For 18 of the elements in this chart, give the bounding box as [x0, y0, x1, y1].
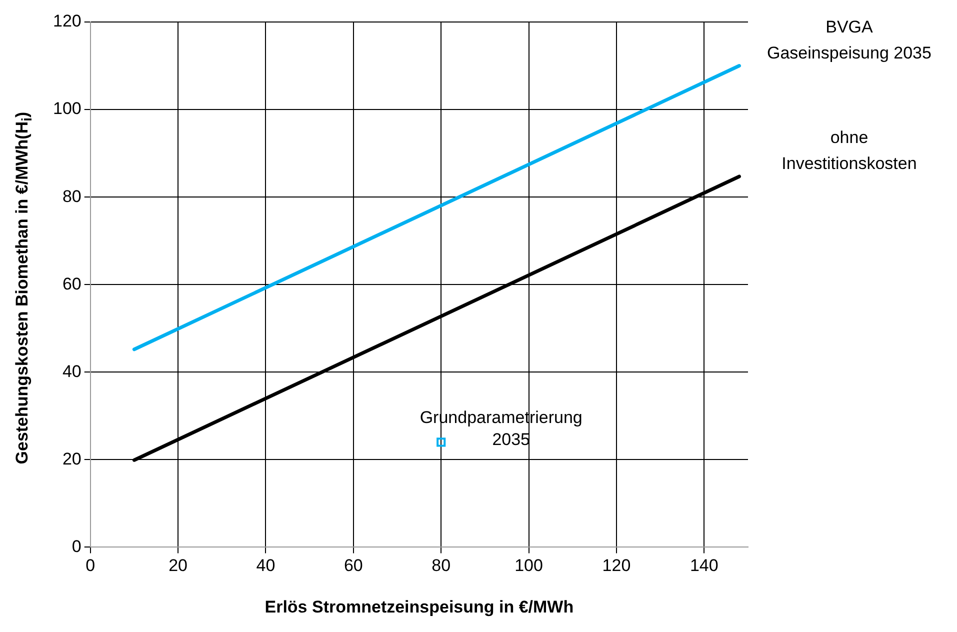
x-tick-label: 100 — [514, 556, 543, 576]
x-tick-label: 80 — [432, 556, 451, 576]
x-tick-label: 20 — [168, 556, 188, 576]
x-tick-label: 0 — [86, 556, 96, 576]
text: ohne Investitionskosten — [782, 128, 917, 174]
y-tick-label: 0 — [72, 536, 82, 556]
y-tick-label: 100 — [52, 99, 82, 118]
y-tick-label: 40 — [62, 362, 82, 381]
x-tick-label: 40 — [256, 556, 276, 576]
x-tick-label: 120 — [602, 556, 631, 576]
y-tick-label: 20 — [62, 449, 82, 468]
series-label: BVGA Gaseinspeisung 2035 — [766, 17, 932, 62]
x-tick-label: 60 — [344, 556, 363, 576]
y-tick-label: 80 — [62, 186, 82, 206]
y-tick-label: 120 — [52, 12, 82, 31]
x-axis-title: Erlös Stromnetzeinspeisung in €/MWh — [264, 597, 574, 616]
y-tick-label: 60 — [62, 274, 82, 294]
x-tick-label: 140 — [690, 556, 718, 576]
